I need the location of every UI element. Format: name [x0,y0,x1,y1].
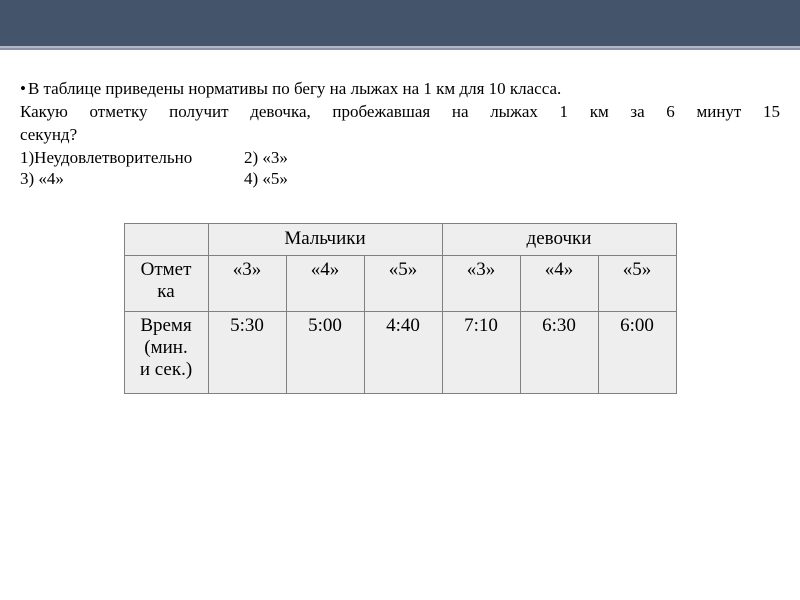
table-header-row: Мальчики девочки [124,223,676,255]
header-empty [124,223,208,255]
time-cell: 7:10 [442,311,520,393]
question-line-1: В таблице приведены нормативы по бегу на… [20,78,780,101]
time-cell: 6:30 [520,311,598,393]
answer-row-1: 1)Неудовлетворительно 2) «3» [20,148,780,168]
answer-option-3: 3) «4» [20,169,244,189]
answer-row-2: 3) «4» 4) «5» [20,169,780,189]
time-cell: 6:00 [598,311,676,393]
time-cell: 5:00 [286,311,364,393]
table-time-row: Время (мин. и сек.) 5:30 5:00 4:40 7:10 … [124,311,676,393]
time-label: Время (мин. и сек.) [124,311,208,393]
standards-table-wrap: Мальчики девочки Отмет ка «3» «4» «5» «3… [20,223,780,394]
table-grade-row: Отмет ка «3» «4» «5» «3» «4» «5» [124,255,676,311]
time-label-line1: Время [140,315,191,336]
grade-cell: «5» [598,255,676,311]
grade-cell: «3» [442,255,520,311]
answer-option-1: 1)Неудовлетворительно [20,148,244,168]
grade-label: Отмет ка [124,255,208,311]
grade-label-line1: Отмет [141,259,192,280]
time-label-line3: и сек.) [140,359,192,380]
answer-option-4: 4) «5» [244,169,288,189]
grade-label-line2: ка [157,281,174,302]
time-label-line2: (мин. [144,337,187,358]
grade-cell: «3» [208,255,286,311]
grade-cell: «5» [364,255,442,311]
header-girls: девочки [442,223,676,255]
question-line-2: Какую отметку получит девочка, пробежавш… [20,101,780,124]
question-line-3: секунд? [20,124,780,147]
grade-cell: «4» [286,255,364,311]
grade-cell: «4» [520,255,598,311]
question-text: В таблице приведены нормативы по бегу на… [20,78,780,147]
standards-table: Мальчики девочки Отмет ка «3» «4» «5» «3… [124,223,677,394]
slide-content: В таблице приведены нормативы по бегу на… [0,50,800,394]
time-cell: 5:30 [208,311,286,393]
time-cell: 4:40 [364,311,442,393]
title-bar [0,0,800,46]
answer-option-2: 2) «3» [244,148,288,168]
header-boys: Мальчики [208,223,442,255]
